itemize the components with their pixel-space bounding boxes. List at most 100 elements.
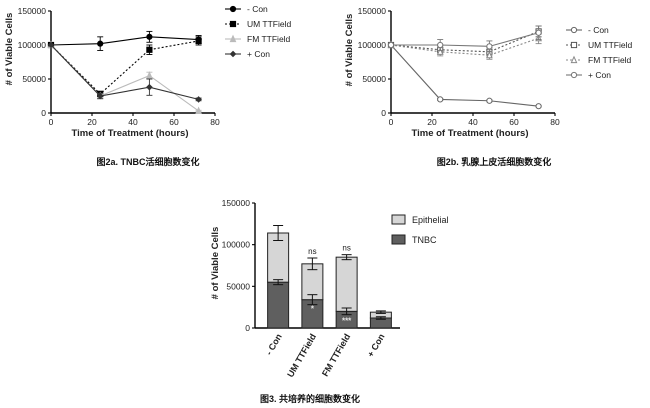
- fig2a-legend-item: UM TTField: [225, 19, 292, 29]
- fig2b-series-line: [391, 32, 539, 47]
- fig2a-data-point: [195, 106, 202, 115]
- fig3-bar-group: + Con: [365, 310, 392, 359]
- fig2b-series-0: [387, 41, 542, 110]
- fig2b-data-point: [437, 96, 444, 103]
- fig3-bar-group: FM TTField ns ***: [320, 244, 358, 378]
- fig2b-legend-marker: [570, 41, 578, 49]
- fig2a-x-tick-label: 40: [128, 117, 138, 127]
- fig2a-legend-item: + Con: [225, 49, 270, 59]
- fig2b-axes: 0 50000 100000 150000 0 20 40 60 80: [358, 6, 560, 127]
- fig2a-axes: 0 50000 100000 150000 0 20 40 60 80: [18, 6, 220, 127]
- fig2a-y-tick-label: 0: [41, 108, 46, 118]
- fig3-legend: Epithelial TNBC: [391, 214, 449, 245]
- fig2a-data-point: [47, 41, 55, 49]
- fig2a-legend-marker: [229, 20, 237, 28]
- fig2b-legend: - Con UM TTField FM TTField + Con: [566, 25, 633, 80]
- fig2b-legend-item: + Con: [566, 70, 611, 80]
- fig2a-ylabel: # of Viable Cells: [4, 13, 15, 86]
- fig3-annotation-inside: *: [311, 305, 315, 314]
- fig2a-caption: 图2a. TNBC活细胞数变化: [96, 156, 199, 167]
- fig2a-legend-marker: [229, 50, 237, 58]
- fig2a-series-layer: [47, 30, 202, 115]
- fig2b-data-point: [486, 97, 493, 104]
- fig2b-ylabel: # of Viable Cells: [344, 14, 355, 87]
- fig3-category-label: UM TTField: [285, 332, 318, 379]
- fig2a-series-0: [47, 30, 202, 51]
- fig2b-legend-marker: [570, 55, 578, 64]
- fig2a-series-3: [47, 41, 202, 103]
- fig2b-legend-label: FM TTField: [588, 55, 632, 65]
- fig2a-legend-label: + Con: [247, 49, 270, 59]
- fig2a-legend-label: FM TTField: [247, 34, 291, 44]
- fig2b-data-point: [535, 29, 542, 36]
- fig3-annotation-top: ns: [308, 247, 316, 256]
- fig2a-data-point: [195, 37, 202, 45]
- fig2a-series-line: [50, 36, 199, 46]
- fig3-y-tick-label: 50000: [226, 281, 250, 291]
- fig3-legend-item: TNBC: [391, 234, 437, 245]
- fig3-chart: 0 50000 100000 150000 - Con UM TTField ns * FM …: [210, 198, 449, 404]
- fig2b-data-point: [436, 47, 444, 55]
- fig2b-data-point: [437, 41, 444, 49]
- fig3-y-tick-label: 0: [245, 323, 250, 333]
- fig3-category-label: + Con: [365, 332, 386, 359]
- fig2a-data-point: [146, 46, 153, 53]
- fig3-annotation-top: ns: [342, 244, 350, 253]
- fig2b-y-tick-label: 150000: [358, 6, 387, 16]
- fig3-bars-layer: - Con UM TTField ns * FM TTField ns *** + Con: [264, 225, 392, 379]
- fig2b-y-tick-label: 100000: [358, 40, 387, 50]
- fig2a-x-tick-label: 0: [49, 117, 54, 127]
- fig2a-legend-marker: [229, 5, 237, 13]
- fig3-y-tick-label: 150000: [222, 198, 251, 208]
- fig2a-data-point: [97, 40, 104, 47]
- fig2b-x-tick-label: 80: [550, 117, 560, 127]
- fig2b-legend-item: UM TTField: [566, 40, 633, 50]
- fig2a-y-tick-label: 150000: [18, 6, 47, 16]
- fig2b-series-3: [387, 25, 542, 53]
- fig2a-legend-label: - Con: [247, 4, 268, 14]
- fig3-y-tick-label: 100000: [222, 240, 251, 250]
- fig2b-x-tick-label: 0: [389, 117, 394, 127]
- fig3-legend-label: TNBC: [412, 235, 437, 245]
- fig2b-series-line: [390, 30, 539, 53]
- fig2a-series-2: [47, 40, 202, 115]
- fig2b-y-tick-label: 50000: [362, 74, 386, 84]
- fig2a-x-tick-label: 60: [169, 117, 179, 127]
- fig3-legend-label: Epithelial: [412, 215, 449, 225]
- fig2a-legend-label: UM TTField: [247, 19, 292, 29]
- fig2b-legend-item: - Con: [566, 25, 609, 35]
- fig3-bar-epithelial: [335, 256, 358, 312]
- fig2b-legend-marker: [570, 71, 578, 79]
- fig3-category-label: - Con: [264, 332, 284, 357]
- fig2a-legend-item: FM TTField: [225, 34, 291, 44]
- fig3-legend-item: Epithelial: [391, 214, 449, 225]
- fig2b-data-point: [387, 41, 395, 49]
- fig3-category-label: FM TTField: [320, 332, 352, 378]
- fig2a-x-tick-label: 20: [87, 117, 97, 127]
- fig2b-y-tick-label: 0: [381, 108, 386, 118]
- fig2a-legend-item: - Con: [225, 4, 268, 14]
- fig2b-legend-label: - Con: [588, 25, 609, 35]
- fig3-ylabel: # of Viable Cells: [210, 227, 221, 300]
- fig2a-chart: 0 50000 100000 150000 0 20 40 60 80 # of Viable …: [4, 4, 292, 167]
- fig2b-caption: 图2b. 乳腺上皮活细胞数变化: [437, 156, 552, 167]
- fig2b-data-point: [486, 43, 493, 50]
- fig2b-legend-label: UM TTField: [588, 40, 633, 50]
- fig3-annotation-inside: ***: [342, 316, 352, 325]
- fig2a-y-tick-label: 100000: [18, 40, 47, 50]
- fig2a-y-tick-label: 50000: [22, 74, 46, 84]
- fig2b-legend-label: + Con: [588, 70, 611, 80]
- fig3-legend-swatch: [391, 234, 406, 245]
- fig2a-legend: - Con UM TTField FM TTField + Con: [225, 4, 292, 59]
- fig3-bar-group: - Con: [264, 225, 290, 357]
- fig2a-xlabel: Time of Treatment (hours): [71, 128, 188, 139]
- fig2a-series-line: [50, 44, 199, 100]
- fig2b-x-tick-label: 40: [468, 117, 478, 127]
- fig2b-x-tick-label: 60: [509, 117, 519, 127]
- fig2b-x-tick-label: 20: [427, 117, 437, 127]
- fig2b-legend-marker: [570, 26, 578, 34]
- fig2b-xlabel: Time of Treatment (hours): [411, 128, 528, 139]
- fig2a-data-point: [146, 83, 153, 91]
- fig3-bar-tnbc: [267, 281, 290, 329]
